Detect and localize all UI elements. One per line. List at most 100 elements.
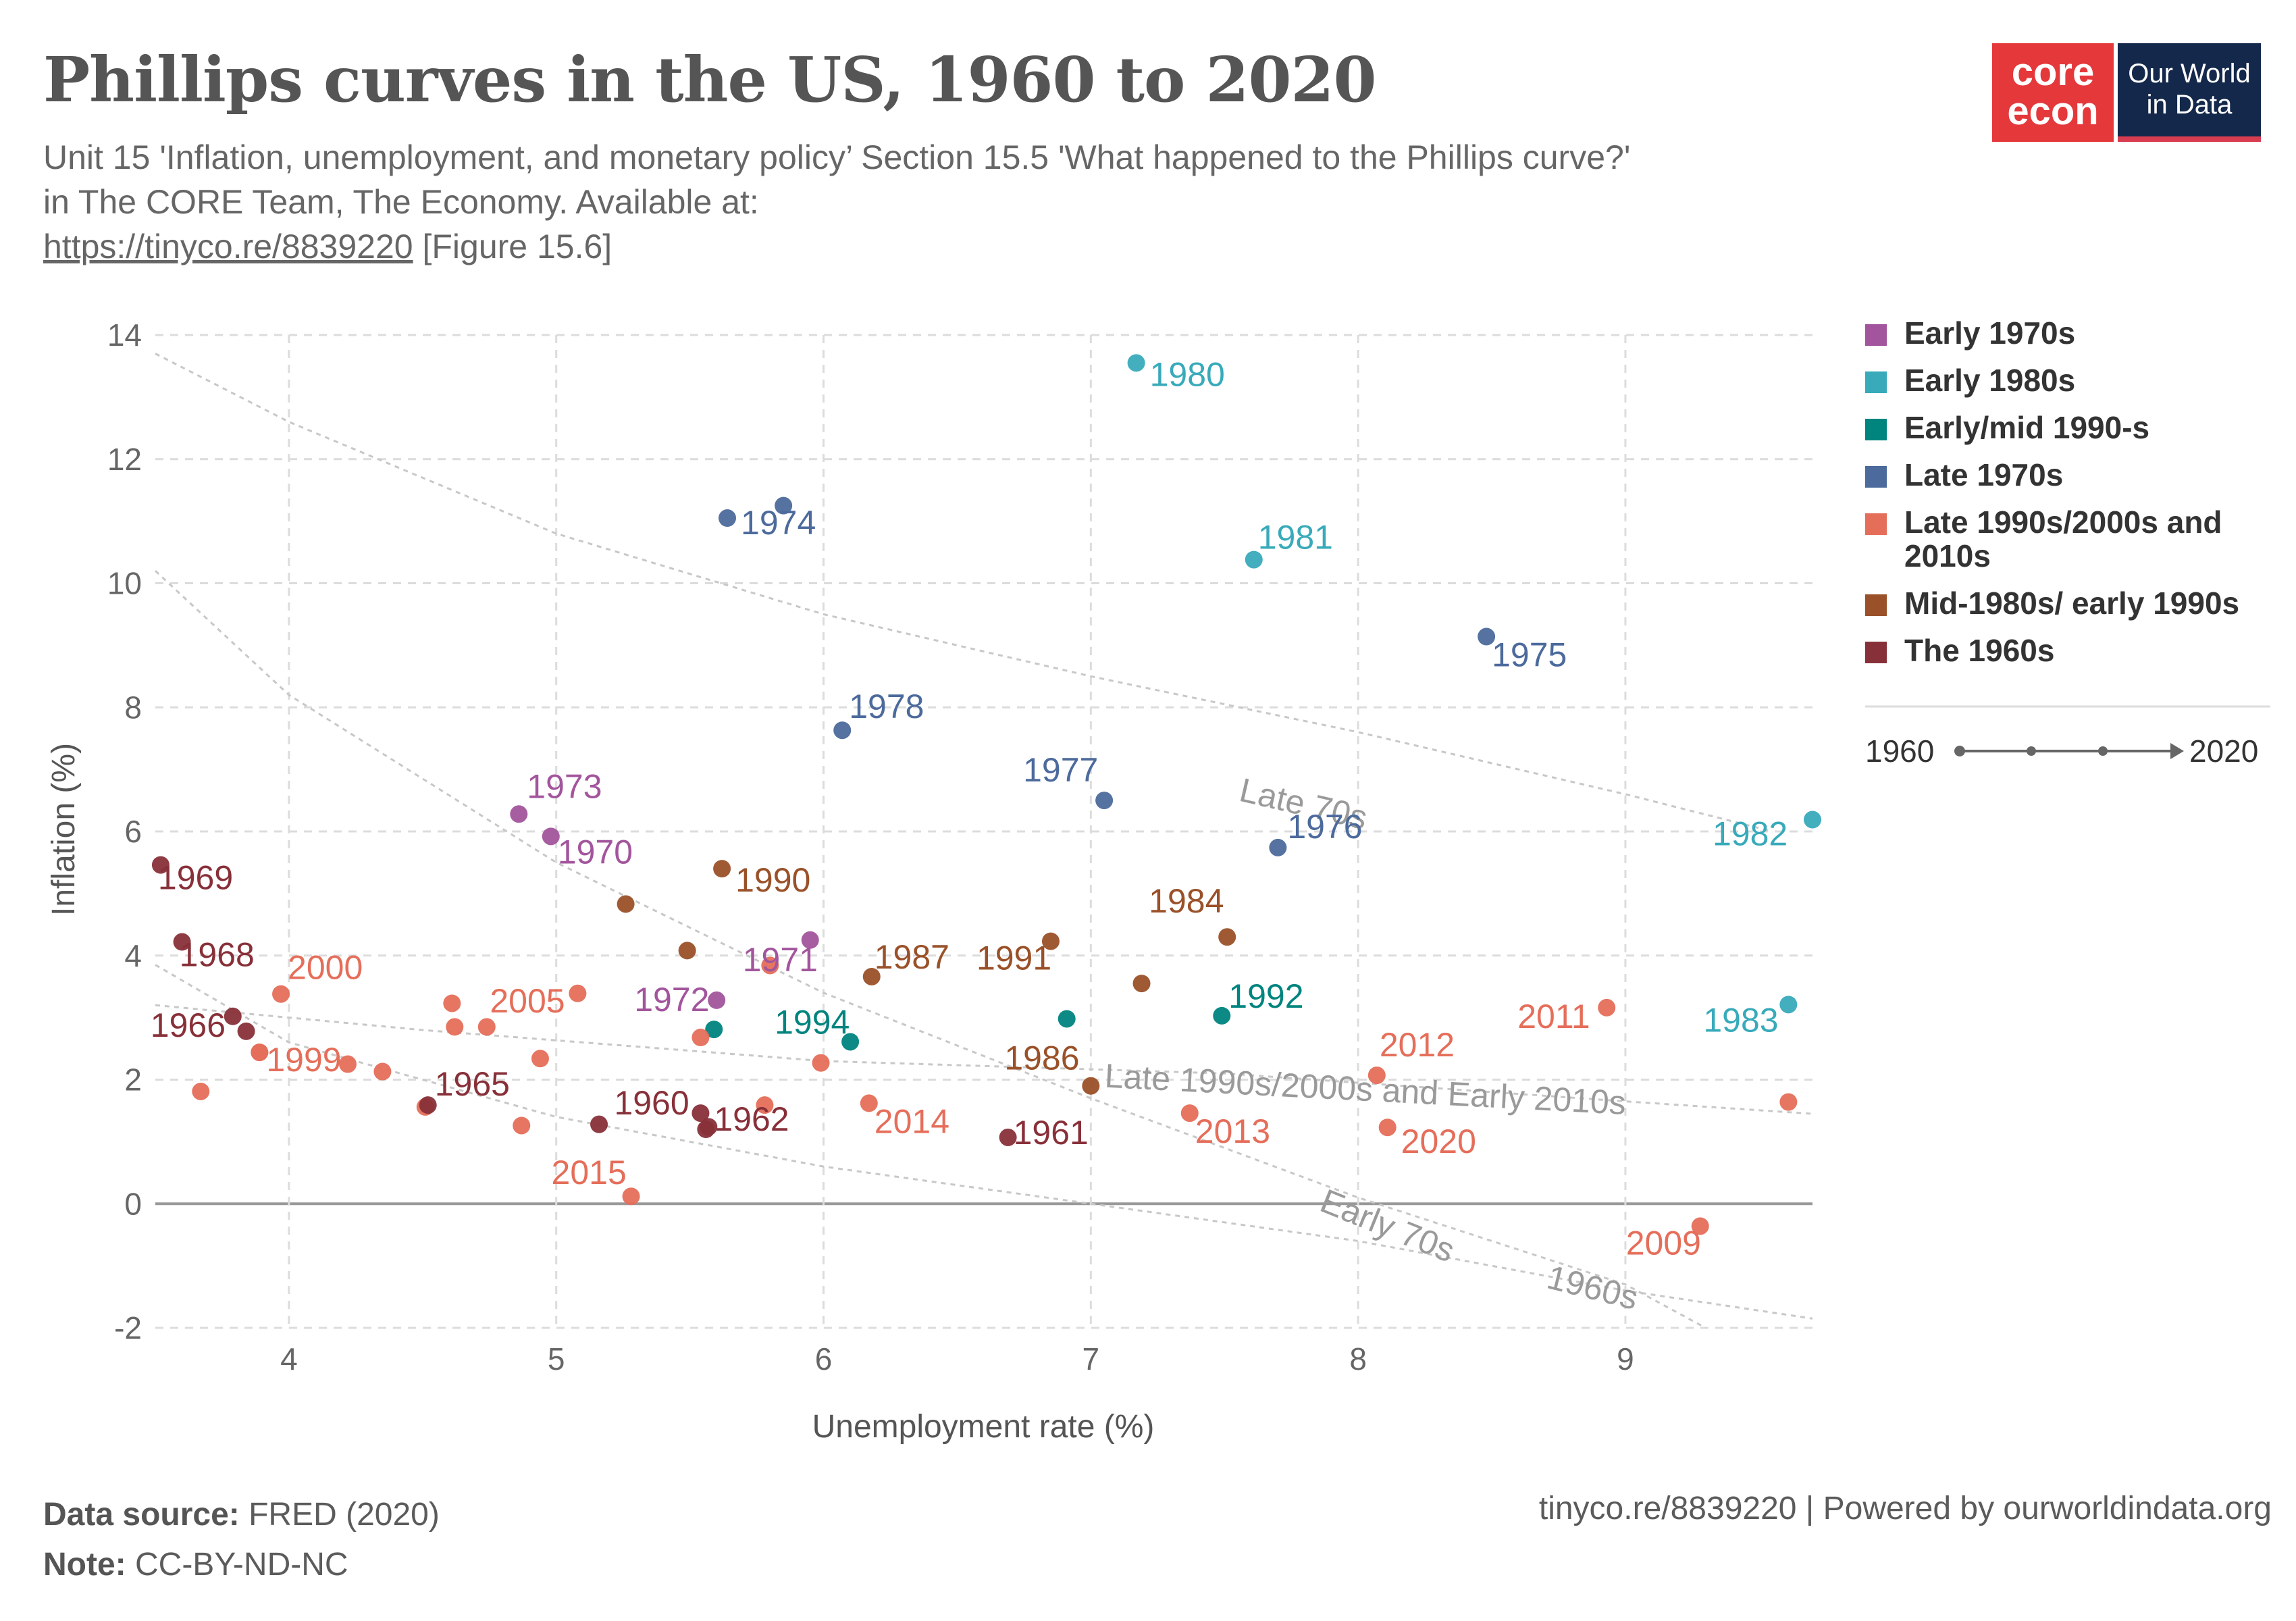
data-point[interactable] [1180,1104,1199,1123]
data-point[interactable] [700,1118,718,1136]
our-world-in-data-logo[interactable]: Our World in Data [2118,43,2261,142]
data-point[interactable] [569,984,587,1002]
data-point[interactable] [1779,996,1798,1014]
data-point[interactable] [678,942,696,960]
data-point[interactable] [1269,838,1287,856]
legend-item[interactable]: The 1960s [1865,634,2284,667]
data-point[interactable] [1213,1006,1231,1025]
data-point[interactable] [841,1033,860,1051]
core-econ-logo[interactable]: core econ [1992,43,2114,142]
data-point[interactable] [692,1029,710,1047]
data-point[interactable] [1378,1118,1397,1137]
data-point[interactable] [1804,810,1821,829]
point-label: 1971 [743,941,818,979]
curve-late-70s [155,353,1773,833]
data-point[interactable] [542,827,560,846]
logo-econ-text: econ [2007,89,2099,133]
x-tick-label: 9 [1617,1341,1634,1376]
timeline-start-label: 1960 [1865,734,1934,769]
y-tick-label: 4 [124,938,142,973]
data-point[interactable] [1218,928,1236,946]
legend-item[interactable]: Early 1980s [1865,363,2284,397]
data-point[interactable] [617,895,635,913]
legend-item[interactable]: Early 1970s [1865,316,2284,350]
data-point[interactable] [833,721,852,740]
data-point[interactable] [1082,1077,1100,1095]
data-point[interactable] [1245,550,1263,569]
data-point[interactable] [192,1082,210,1100]
point-label: 1960 [614,1084,689,1122]
data-point[interactable] [1598,998,1616,1017]
data-point[interactable] [1041,932,1060,950]
data-point[interactable] [1132,975,1151,993]
point-label: 1961 [1014,1114,1089,1152]
legend-item[interactable]: Mid-1980s/ early 1990s [1865,586,2284,620]
x-tick-label: 7 [1082,1341,1100,1376]
data-point[interactable] [761,956,779,975]
data-point[interactable] [151,856,169,874]
point-label: 2000 [288,949,363,987]
data-point[interactable] [812,1054,830,1072]
data-point[interactable] [622,1187,640,1206]
data-point[interactable] [510,805,528,823]
data-point[interactable] [1095,792,1114,810]
data-point[interactable] [272,985,290,1003]
point-label: 1972 [634,981,709,1019]
timeline-dot [2098,746,2108,756]
data-point[interactable] [999,1128,1017,1146]
data-point[interactable] [775,496,793,515]
data-point[interactable] [477,1018,496,1036]
y-tick-label: 2 [124,1062,142,1098]
data-point[interactable] [443,994,461,1012]
data-point[interactable] [801,931,819,949]
timeline-arrow-icon[interactable] [2170,743,2184,759]
data-point[interactable] [1691,1217,1709,1235]
data-point[interactable] [446,1018,464,1036]
point-label: 2012 [1380,1026,1455,1064]
data-point[interactable] [1058,1010,1076,1028]
data-point[interactable] [224,1007,242,1025]
source-link[interactable]: https://tinyco.re/8839220 [43,228,413,265]
logo-core-text: core [2011,50,2095,94]
legend-label: Early/mid 1990-s [1904,410,2150,445]
point-label: 1986 [1004,1039,1079,1077]
data-point[interactable] [705,1021,723,1039]
data-point[interactable] [692,1104,710,1123]
data-point[interactable] [713,860,731,878]
data-point[interactable] [419,1096,437,1114]
timeline-slider[interactable]: 1960 2020 [1865,705,2270,769]
data-point[interactable] [513,1116,531,1135]
data-point[interactable] [708,991,726,1009]
legend-label: Early 1970s [1904,315,2076,351]
data-point[interactable] [237,1022,255,1040]
point-label: 1990 [735,861,810,899]
point-label: 1970 [558,833,633,871]
data-point[interactable] [862,967,881,985]
footer-attribution[interactable]: tinyco.re/8839220 | Powered by ourworldi… [1538,1491,2272,1526]
data-points [151,354,1821,1235]
data-point[interactable] [756,1096,774,1114]
data-point[interactable] [251,1044,269,1062]
data-point[interactable] [719,509,737,528]
data-point[interactable] [173,933,191,951]
point-label: 2020 [1401,1123,1476,1160]
legend-item[interactable]: Late 1990s/2000s and 2010s [1865,505,2284,573]
subtitle-line-2: in The CORE Team, The Economy. Available… [43,183,759,221]
legend-swatch [1865,324,1887,346]
data-point[interactable] [1779,1093,1798,1111]
data-point[interactable] [1478,627,1496,646]
timeline-handle-start[interactable] [1954,746,1965,756]
data-point[interactable] [590,1115,608,1133]
point-label: 1994 [775,1003,850,1041]
data-point[interactable] [1367,1066,1386,1085]
legend-label: Mid-1980s/ early 1990s [1904,586,2240,621]
data-point[interactable] [373,1062,392,1081]
data-point[interactable] [531,1050,549,1068]
data-point[interactable] [860,1094,878,1112]
curve-1960s [155,964,1813,1320]
legend-item[interactable]: Early/mid 1990-s [1865,411,2284,444]
axes: -2 0 2 4 6 8 10 12 14 4 5 6 7 8 9 [107,317,1634,1376]
legend-item[interactable]: Late 1970s [1865,458,2284,492]
data-point[interactable] [1127,354,1145,372]
data-point[interactable] [338,1055,357,1073]
